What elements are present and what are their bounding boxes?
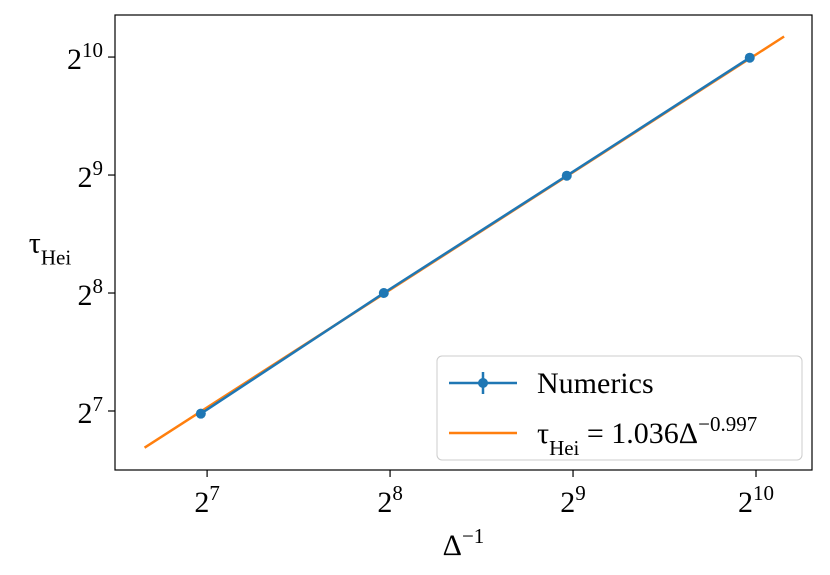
x-tick-label: 29 — [560, 481, 586, 519]
data-point — [378, 288, 389, 299]
data-point — [744, 52, 755, 63]
data-point — [561, 170, 572, 181]
x-tick-label: 210 — [738, 481, 774, 519]
x-tick-label: 28 — [377, 481, 403, 519]
legend-label: τHei = 1.036Δ−0.997 — [537, 412, 757, 460]
legend-box — [436, 355, 803, 461]
x-tick-label: 27 — [194, 481, 220, 519]
plot-frame — [114, 14, 813, 471]
x-axis-label: Δ−1 — [443, 524, 485, 562]
legend: Numerics τHei = 1.036Δ−0.997 — [436, 355, 803, 461]
y-tick-label: 29 — [78, 156, 104, 194]
y-tick-label: 210 — [67, 38, 103, 76]
y-tick-label: 27 — [78, 392, 104, 430]
legend-label: Numerics — [537, 367, 654, 400]
data-point — [195, 408, 206, 419]
series-line — [200, 56, 751, 415]
y-tick-label: 28 — [78, 274, 104, 312]
y-axis-label: τHei — [29, 227, 72, 270]
